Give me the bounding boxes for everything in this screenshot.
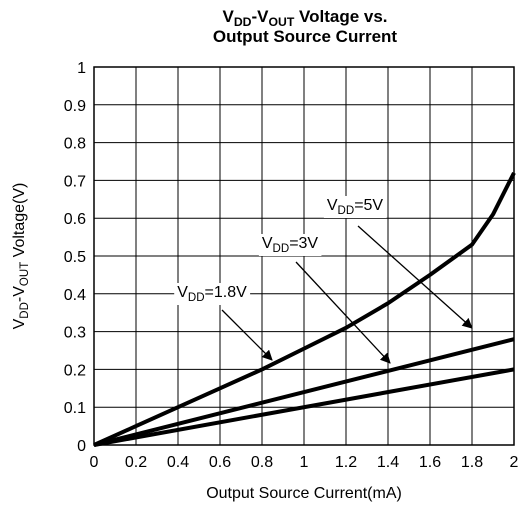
y-tick-label: 1 <box>77 60 86 77</box>
text-part: V <box>262 235 273 252</box>
text-part: =5V <box>354 197 383 214</box>
x-tick-label: 1.2 <box>335 454 357 471</box>
x-tick-label: 0.4 <box>167 454 189 471</box>
text-part: Voltage vs. <box>294 7 387 26</box>
text-part: Output Source Current <box>213 27 398 46</box>
annotation-background <box>323 196 387 218</box>
chart-title: VDD-VOUT Voltage vs. <box>222 7 387 29</box>
text-part: Voltage(V) <box>11 183 28 262</box>
subscript: DD <box>338 205 355 217</box>
x-tick-label: 1.4 <box>377 454 399 471</box>
annotation-arrow <box>221 309 273 361</box>
subscript: DD <box>234 15 252 29</box>
subscript: OUT <box>268 15 294 29</box>
x-tick-label: 0.6 <box>209 454 231 471</box>
annotation: VDD=3V <box>262 235 319 255</box>
annotation: VDD=1.8V <box>177 284 247 304</box>
x-tick-label: 0.2 <box>125 454 147 471</box>
annotation-arrow <box>357 225 473 329</box>
data-line <box>93 367 515 447</box>
y-tick-label: 0.4 <box>64 287 86 304</box>
data-line <box>93 337 515 447</box>
annotation: VDD=5V <box>327 197 384 217</box>
text-part: V <box>222 7 234 26</box>
subscript: DD <box>19 302 31 319</box>
text-part: V <box>11 318 28 329</box>
annotation-background <box>174 283 251 305</box>
x-tick-label: 0.8 <box>251 454 273 471</box>
x-tick-label: 0 <box>90 454 99 471</box>
text-part: V <box>177 284 188 301</box>
y-tick-label: 0 <box>77 438 86 455</box>
y-tick-label: 0.1 <box>64 400 86 417</box>
x-axis-label: Output Source Current(mA) <box>206 485 402 502</box>
annotation-background <box>258 234 322 256</box>
text-part: =3V <box>289 235 318 252</box>
y-tick-label: 0.3 <box>64 325 86 342</box>
x-tick-label: 1.6 <box>419 454 441 471</box>
chart-title: Output Source Current <box>213 27 398 46</box>
data-line <box>93 171 516 447</box>
y-tick-label: 0.9 <box>64 98 86 115</box>
y-tick-label: 0.6 <box>64 211 86 228</box>
y-tick-label: 0.2 <box>64 362 86 379</box>
y-axis-label: VDD-VOUT Voltage(V) <box>11 183 31 330</box>
text-part: -V <box>251 7 269 26</box>
subscript: DD <box>273 243 290 255</box>
x-tick-label: 2 <box>510 454 519 471</box>
y-tick-label: 0.7 <box>64 173 86 190</box>
subscript: DD <box>188 292 205 304</box>
text-part: =1.8V <box>205 284 248 301</box>
x-tick-label: 1 <box>300 454 309 471</box>
annotation-arrow <box>295 261 391 364</box>
text-part: -V <box>11 286 28 302</box>
text-part: V <box>327 197 338 214</box>
y-tick-label: 0.8 <box>64 136 86 153</box>
x-tick-label: 1.8 <box>461 454 483 471</box>
subscript: OUT <box>19 262 31 286</box>
plot-frame <box>93 66 515 446</box>
y-tick-label: 0.5 <box>64 249 86 266</box>
